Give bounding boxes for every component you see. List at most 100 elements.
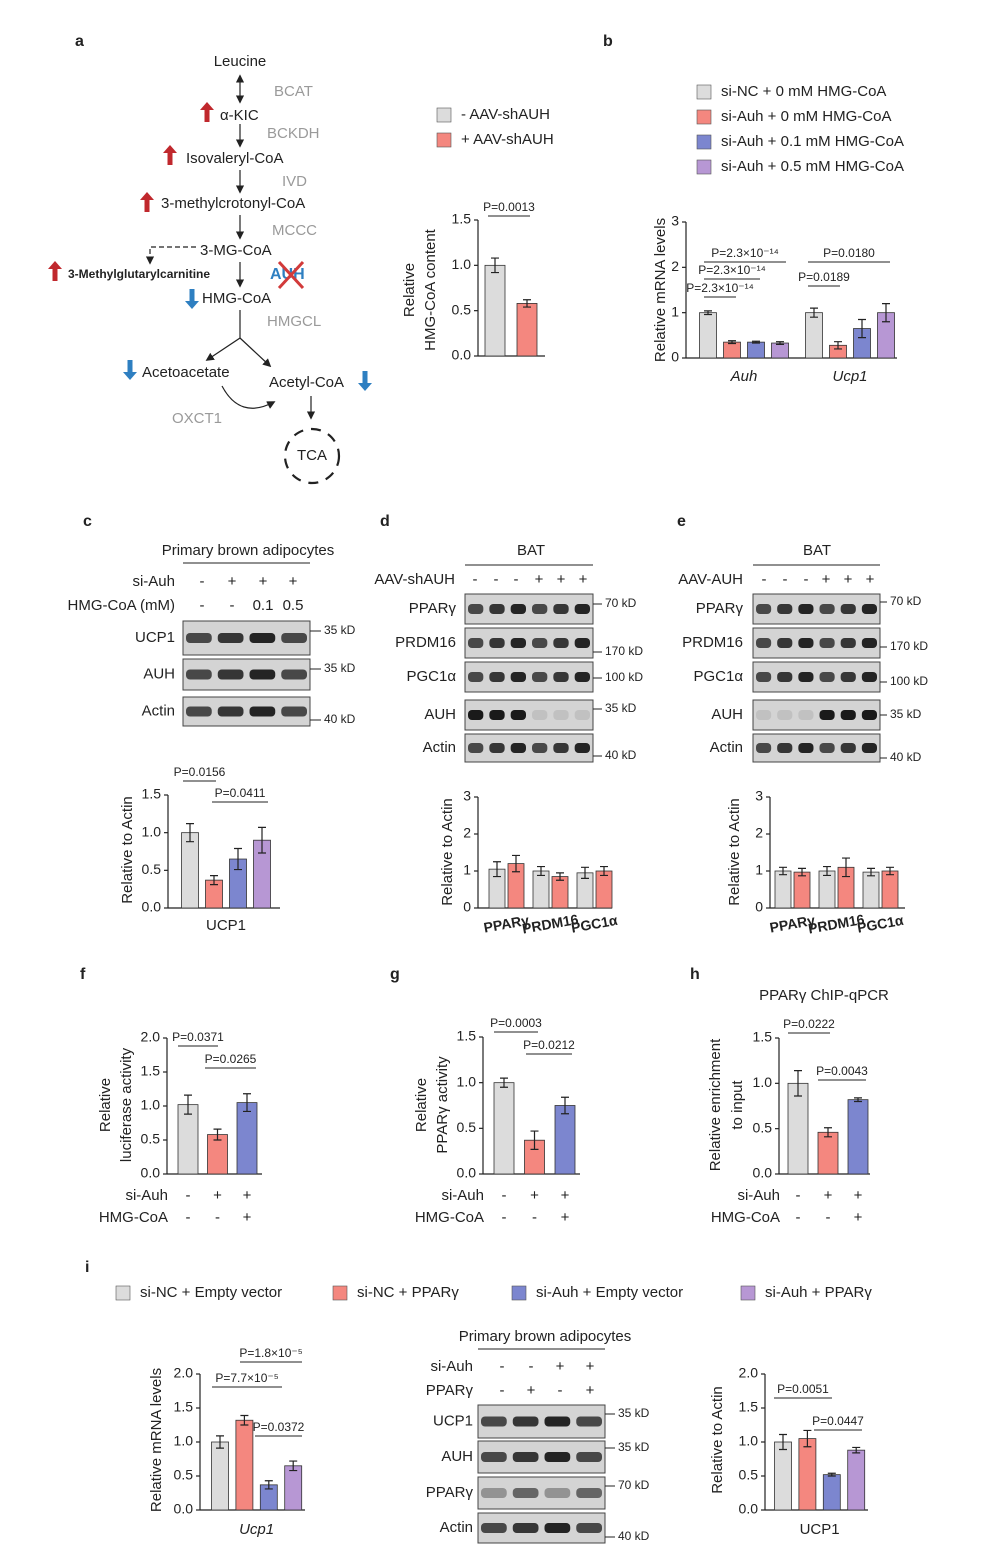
p-value: P=0.0371 [172,1030,224,1044]
error-bar [776,341,784,345]
blot-band [756,604,772,614]
p-value: P=0.0043 [816,1064,868,1078]
condition-value: + [557,571,566,588]
blot-band [840,672,856,682]
blot-band [777,743,793,753]
arrow [205,310,241,361]
condition-value: 0.1 [253,597,274,614]
error-bar [530,1130,539,1150]
size-marker: 170 kD [605,644,643,658]
blot-band [217,633,244,643]
tca-circle [283,427,341,485]
bar [774,1441,792,1511]
y-axis-label: Relative to Actin [709,1386,726,1494]
error-bar [834,341,842,350]
blot-band [553,672,569,682]
y-axis-label: HMG-CoA content [422,228,439,351]
blot-strip [464,699,594,731]
blot-band [777,672,793,682]
blot-band [861,604,877,614]
blot-band [481,1452,507,1462]
bar [516,303,538,357]
blot-band [532,743,548,753]
error-bar [216,1435,224,1449]
legend-swatch [115,1285,131,1301]
blot-band [574,672,590,682]
p-value: P=0.0212 [523,1038,575,1052]
legend-label: si-Auh + 0 mM HMG-CoA [721,108,891,125]
condition-value: + [243,1187,252,1204]
error-bar [493,861,501,878]
blot-strip [752,661,881,693]
legend-label: - AAV-shAUH [461,106,550,123]
protein-label: AUH [441,1448,473,1465]
blot-band [840,604,856,614]
p-value: P=2.3×10⁻¹⁴ [711,246,779,260]
y-axis-label: luciferase activity [118,1047,135,1162]
blot-band [576,1452,602,1462]
protein-label: PPARγ [696,600,744,617]
bar [493,1082,515,1175]
y-tick-label: 1.0 [739,1433,759,1449]
x-tick-label: UCP1 [206,917,246,934]
panel-label: h [690,966,700,983]
y-tick-label: 2 [755,825,763,841]
bar [723,341,741,359]
blot-band [468,710,484,720]
blot-band [861,672,877,682]
error-bar [852,1446,861,1454]
p-value: P=0.0013 [483,200,535,214]
dashed-arrow [145,246,196,265]
y-tick-label: 0.0 [142,899,162,915]
panel-label: e [677,513,686,530]
y-tick-label: 0.0 [452,347,472,363]
legend-swatch [332,1285,348,1301]
y-tick-label: 2.0 [739,1365,759,1381]
legend-label: si-NC + PPARγ [357,1284,459,1301]
size-marker: 35 kD [890,707,922,721]
bar [787,1082,809,1175]
blot-band [281,706,307,717]
y-tick-label: 3 [671,213,679,229]
blot-band [510,743,526,753]
enzyme: HMGCL [267,313,321,330]
blot-band [489,672,505,682]
condition-value: + [561,1209,570,1226]
y-tick-label: 1.0 [141,1097,161,1113]
error-bar [561,1096,569,1115]
blot-band [532,604,548,614]
inhibition-cross [277,260,305,290]
x-tick-label: Ucp1 [832,368,867,385]
panel-label: i [85,1259,89,1276]
bar [822,1474,841,1511]
y-tick-label: 3 [463,788,471,804]
blot-band [481,1416,507,1427]
blot-band [576,1416,602,1427]
blot-band [553,710,569,720]
protein-label: PGC1α [693,668,743,685]
y-tick-label: 1.5 [739,1399,759,1415]
condition-label: PPARγ [426,1382,474,1399]
bar [817,1131,839,1175]
blot-band [544,1452,571,1462]
blot-band [512,1452,539,1462]
size-marker: 100 kD [890,674,928,688]
panel-label: d [380,513,390,530]
blot-strip [464,593,594,625]
blot-title: BAT [517,542,545,559]
legend-swatch [740,1285,756,1301]
node: α-KIC [220,107,259,124]
size-marker: 35 kD [605,701,637,715]
condition-label: AAV-shAUH [374,571,455,588]
blot-band [186,633,212,643]
blot-band [489,743,505,753]
blot-band [861,743,877,753]
condition-value: + [844,571,853,588]
condition-value: - [796,1209,801,1226]
blot-band [489,638,505,648]
size-marker: 35 kD [324,623,356,637]
condition-value: - [200,597,205,614]
error-bar [491,257,499,274]
condition-value: + [243,1209,252,1226]
blot-band [468,604,484,614]
